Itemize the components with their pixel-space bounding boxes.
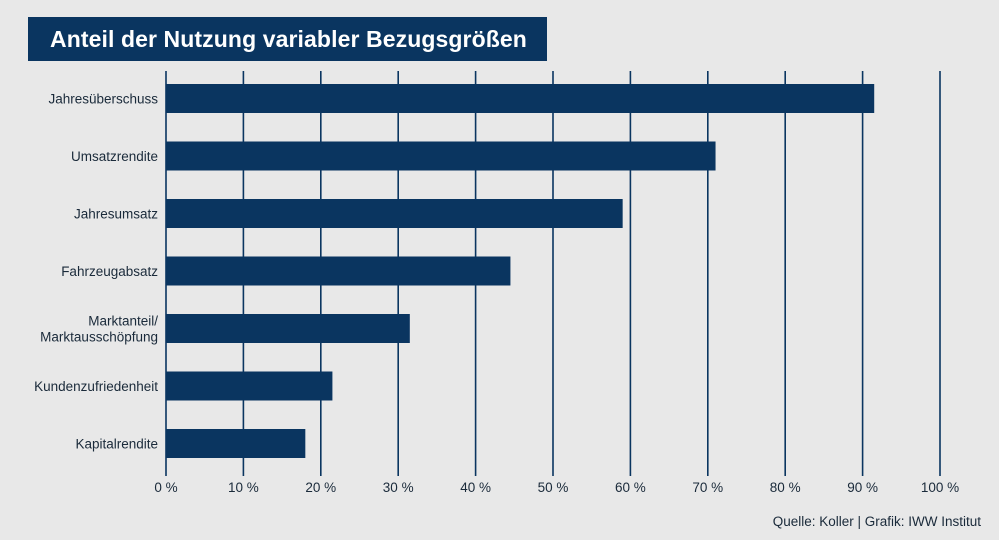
bar [166, 199, 623, 228]
x-tick-label: 0 % [154, 480, 177, 495]
category-label: Marktanteil/ [88, 314, 158, 329]
x-tick-label: 80 % [770, 480, 801, 495]
x-tick-label: 70 % [692, 480, 723, 495]
bar [166, 141, 716, 171]
x-tick-label: 50 % [538, 480, 569, 495]
x-tick-label: 40 % [460, 480, 491, 495]
category-label: Fahrzeugabsatz [61, 264, 158, 279]
bar [166, 84, 875, 113]
x-tick-label: 10 % [228, 480, 259, 495]
bar [166, 429, 306, 458]
category-label: Kundenzufriedenheit [34, 379, 158, 394]
x-tick-label: 20 % [305, 480, 336, 495]
category-label: Umsatzrendite [71, 149, 158, 164]
chart-title-banner: Anteil der Nutzung variabler Bezugsgröße… [28, 17, 547, 61]
x-tick-label: 60 % [615, 480, 646, 495]
category-label: Jahresumsatz [74, 207, 158, 222]
x-tick-label: 30 % [383, 480, 414, 495]
x-tick-label: 100 % [921, 480, 959, 495]
bar [166, 371, 333, 401]
category-label: Kapitalrendite [75, 437, 158, 452]
source-note: Quelle: Koller | Grafik: IWW Institut [772, 514, 981, 529]
bar [166, 256, 511, 286]
x-tick-label: 90 % [847, 480, 878, 495]
chart-title: Anteil der Nutzung variabler Bezugsgröße… [50, 25, 527, 52]
category-label: Marktausschöpfung [40, 330, 158, 345]
category-label: Jahresüberschuss [48, 92, 158, 107]
bar [166, 314, 410, 343]
